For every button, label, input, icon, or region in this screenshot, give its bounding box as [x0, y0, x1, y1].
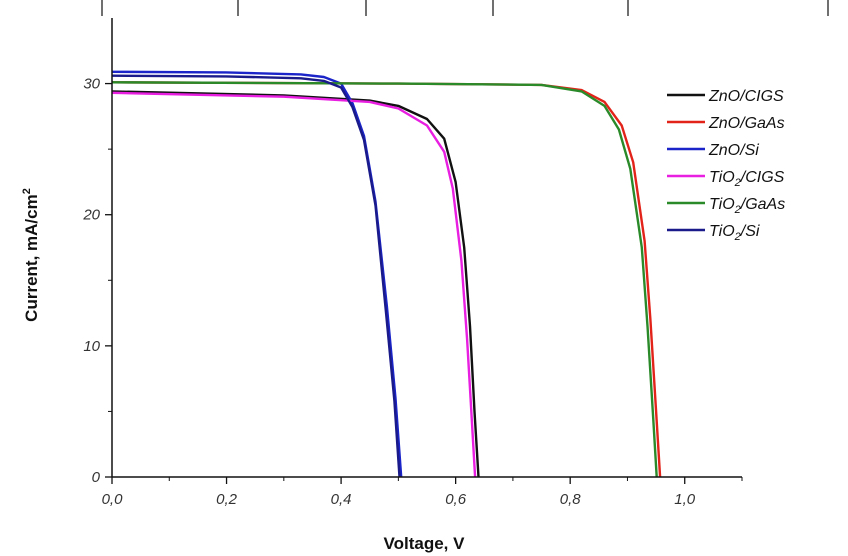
y-axis-title-group: Current, mA/cm2 — [21, 188, 41, 322]
x-tick-label: 0,8 — [560, 491, 582, 508]
x-tick-label: 0,0 — [102, 491, 124, 508]
series-line-tio2-gaas — [111, 81, 658, 478]
series-line-tio2-cigs — [111, 91, 477, 478]
legend-label: TiO2/GaAs — [709, 196, 785, 216]
y-axis-title-sup: 2 — [21, 188, 33, 194]
y-tick-label: 10 — [83, 338, 100, 355]
x-tick-label: 1,0 — [674, 491, 696, 508]
x-tick-label: 0,4 — [331, 491, 352, 508]
y-tick-label: 0 — [92, 469, 101, 486]
axes-layer — [111, 18, 742, 478]
legend-label: TiO2/Si — [709, 223, 760, 243]
ticks-layer: 0,0 0,2 0,4 0,6 0,8 1,0 0 10 20 30 — [82, 0, 829, 508]
legend-label: TiO2/CIGS — [709, 169, 785, 189]
y-axis-title-main: Current, mA/cm — [22, 194, 41, 322]
series-layer — [111, 70, 662, 478]
y-axis-title: Current, mA/cm2 — [21, 188, 41, 322]
series-line-zno-cigs — [111, 90, 480, 478]
legend: ZnO/CIGS ZnO/GaAs ZnO/Si TiO2/CIGS TiO2/GaAs… — [667, 88, 785, 243]
series-line-zno-gaas — [111, 81, 662, 478]
legend-label: ZnO/GaAs — [708, 115, 785, 132]
x-tick-label: 0,2 — [216, 491, 238, 508]
series-line-zno-si — [111, 70, 403, 478]
x-tick-label: 0,6 — [445, 491, 467, 508]
y-tick-label: 20 — [82, 207, 100, 224]
y-tick-label: 30 — [83, 76, 100, 93]
x-axis-title: Voltage, V — [384, 534, 466, 553]
legend-label: ZnO/CIGS — [708, 88, 784, 105]
series-line-tio2-si — [111, 74, 401, 478]
legend-label: ZnO/Si — [708, 142, 759, 159]
